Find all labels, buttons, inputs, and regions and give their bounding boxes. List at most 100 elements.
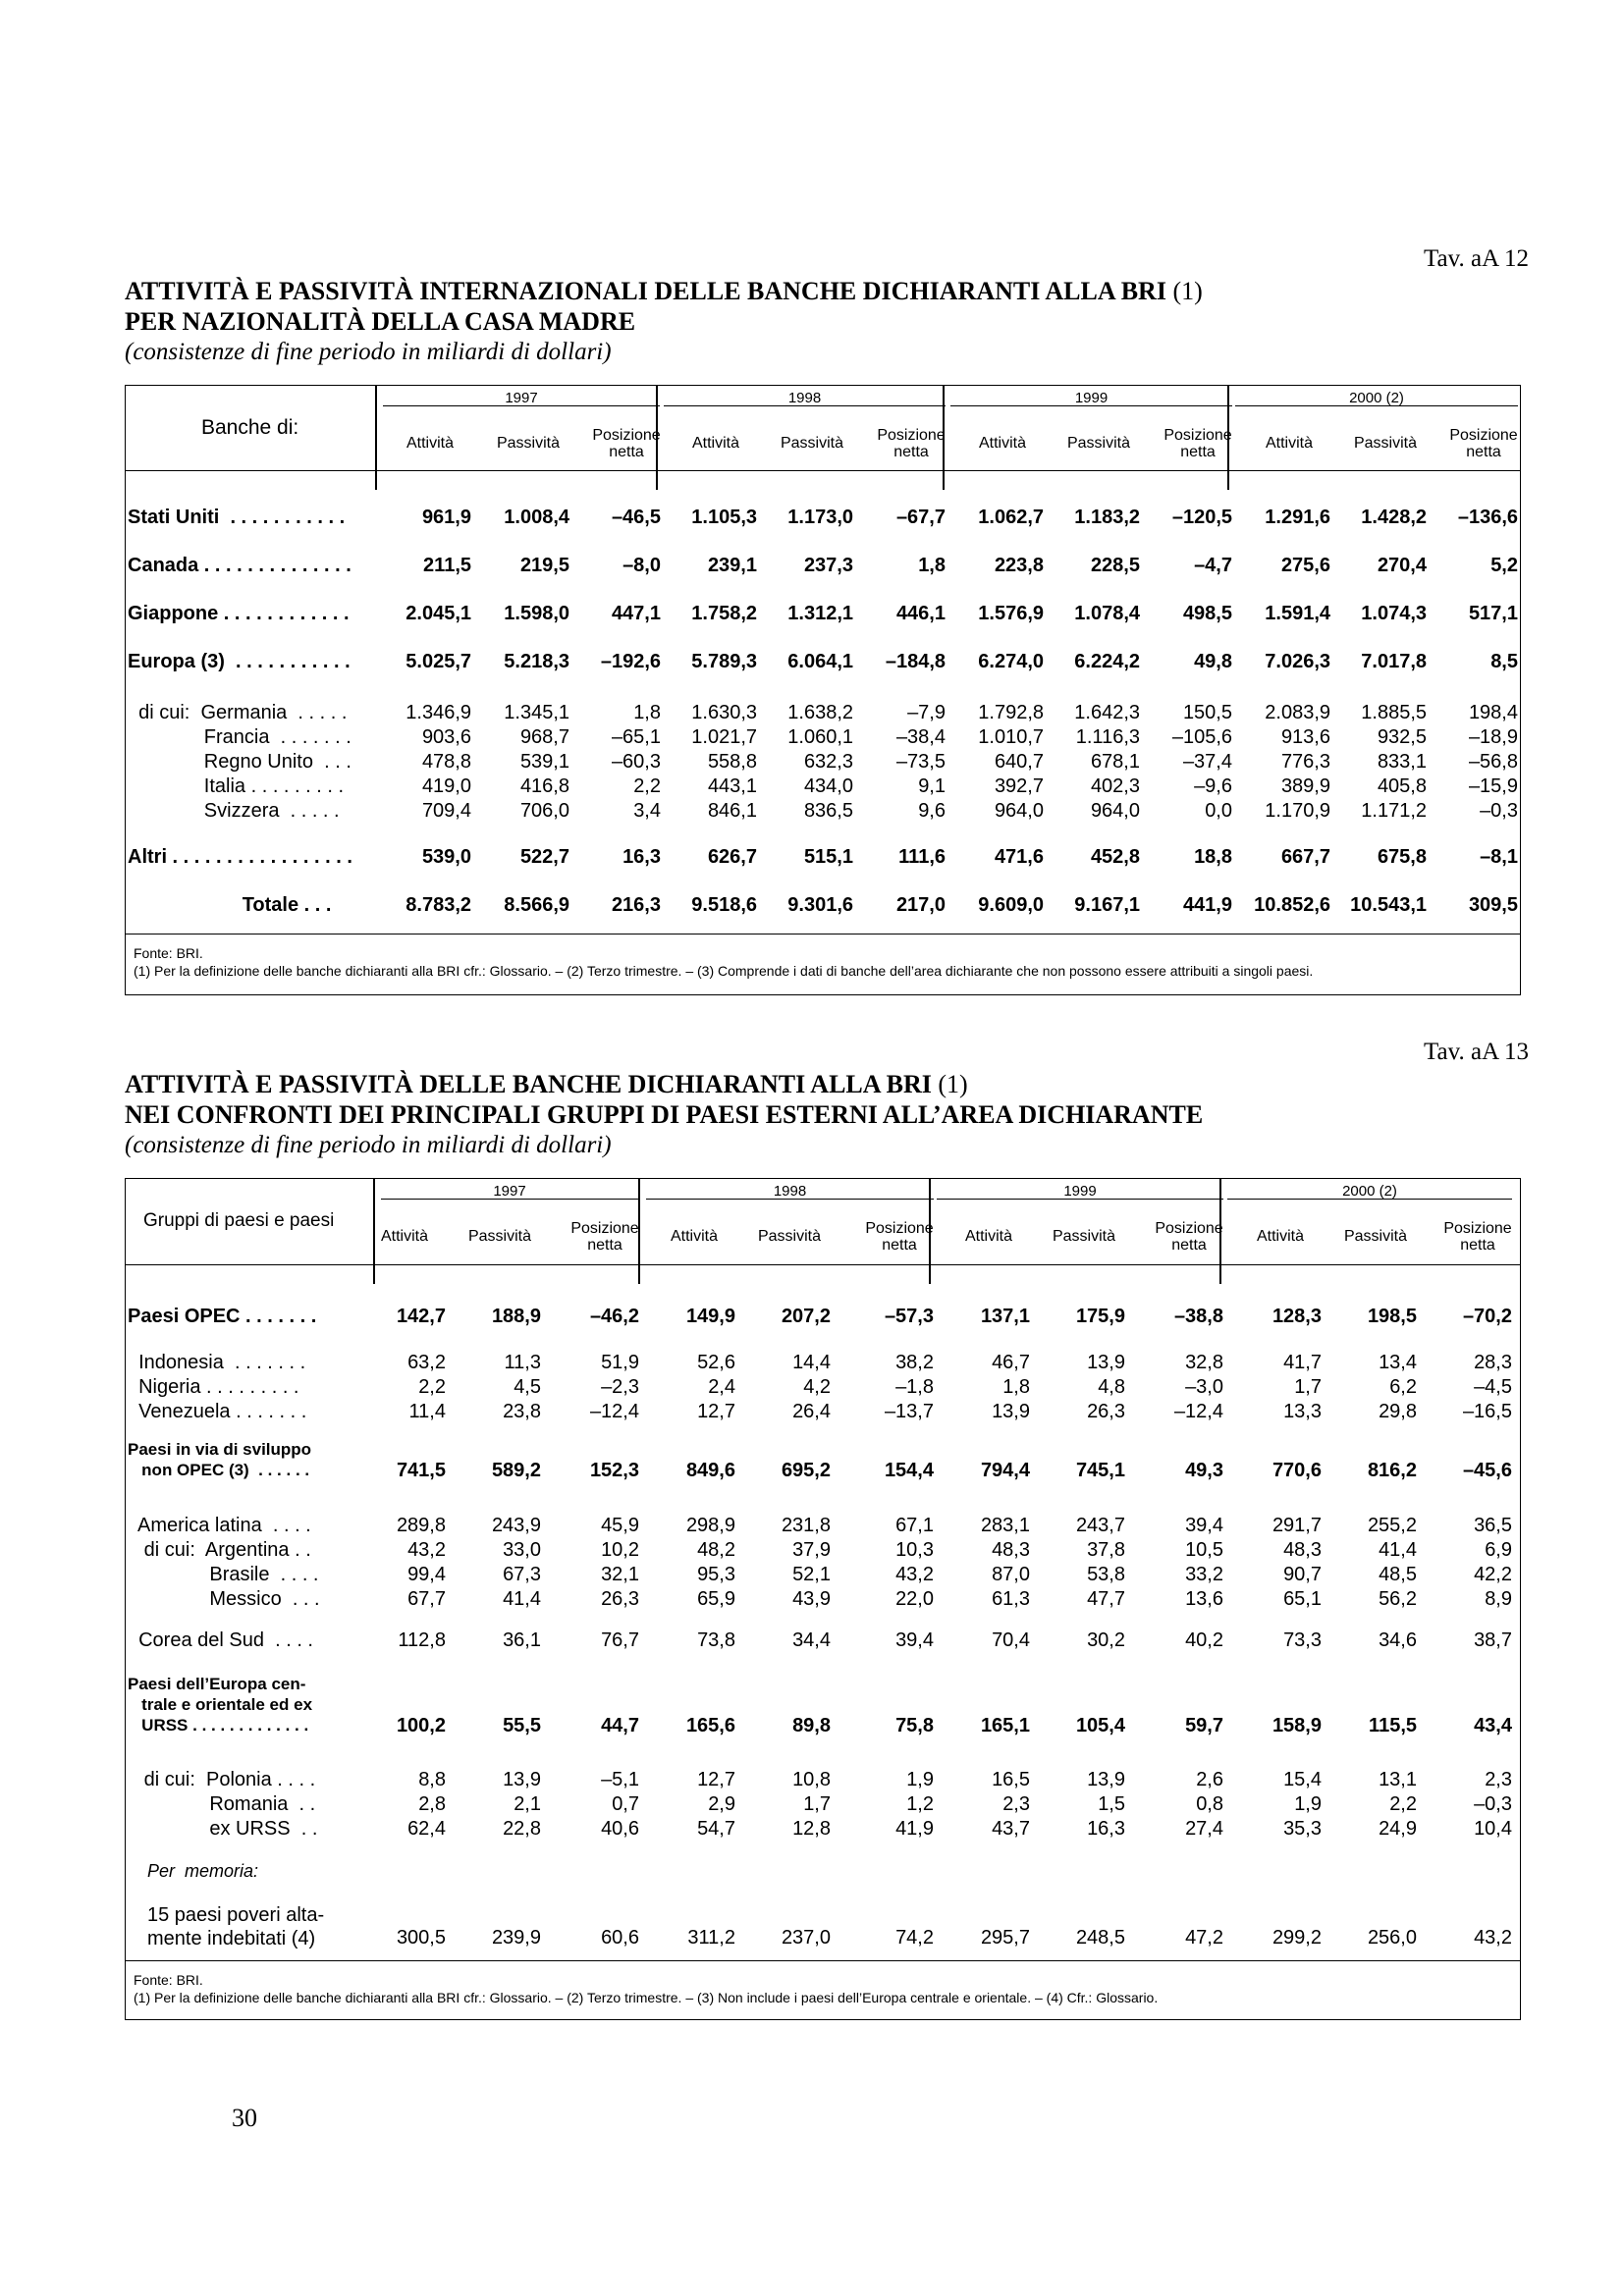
cell-value: –60,3 bbox=[611, 751, 661, 773]
row-label: 15 paesi poveri alta- mente indebitati (… bbox=[147, 1904, 325, 1949]
column-divider bbox=[1219, 1179, 1221, 1284]
cell-value: 846,1 bbox=[707, 800, 757, 822]
cell-value: 16,5 bbox=[992, 1769, 1030, 1790]
cell-value: 63,2 bbox=[407, 1352, 446, 1373]
cell-value: 640,7 bbox=[994, 751, 1044, 773]
column-divider bbox=[943, 386, 945, 490]
table-aA13: 1997 1998 1999 2000 (2) Attività Passività Pos… bbox=[125, 1178, 1521, 2020]
year-header: 2000 (2) bbox=[1227, 1184, 1512, 1200]
table-header: 1997 1998 1999 2000 (2) Attività Passività Pos… bbox=[126, 1179, 1520, 1265]
cell-value: 243,7 bbox=[1075, 1515, 1125, 1536]
row-label: Francia . . . . . . . bbox=[128, 726, 352, 748]
cell-value: –70,2 bbox=[1462, 1306, 1512, 1327]
cell-value: 589,2 bbox=[491, 1460, 541, 1481]
cell-value: 270,4 bbox=[1377, 555, 1427, 576]
cell-value: 1.078,4 bbox=[1074, 603, 1140, 624]
cell-value: 964,0 bbox=[994, 800, 1044, 822]
cell-value: 678,1 bbox=[1090, 751, 1140, 773]
cell-value: 47,2 bbox=[1185, 1927, 1223, 1949]
column-header: Passività bbox=[1066, 435, 1131, 452]
year-header: 1998 bbox=[664, 391, 946, 406]
column-header: Attività bbox=[670, 1228, 718, 1245]
cell-value: 295,7 bbox=[980, 1927, 1030, 1949]
cell-value: 2,2 bbox=[418, 1376, 446, 1398]
cell-value: –8,0 bbox=[622, 555, 661, 576]
table-source: Fonte: BRI. bbox=[134, 1972, 203, 1988]
page-number: 30 bbox=[232, 2104, 257, 2132]
cell-value: 6,2 bbox=[1389, 1376, 1417, 1398]
cell-value: 10,8 bbox=[792, 1769, 831, 1790]
cell-value: 28,3 bbox=[1474, 1352, 1512, 1373]
cell-value: 2,1 bbox=[514, 1793, 541, 1815]
cell-value: 5.025,7 bbox=[406, 651, 471, 672]
column-header: Posizione netta bbox=[570, 1220, 639, 1254]
cell-value: 49,8 bbox=[1194, 651, 1232, 672]
row-label: Paesi OPEC . . . . . . . bbox=[128, 1306, 317, 1327]
cell-value: 9.609,0 bbox=[978, 894, 1044, 916]
cell-value: 237,0 bbox=[781, 1927, 831, 1949]
cell-value: –9,6 bbox=[1194, 775, 1232, 797]
cell-value: 816,2 bbox=[1367, 1460, 1417, 1481]
cell-value: 1,8 bbox=[918, 555, 946, 576]
cell-value: 0,7 bbox=[612, 1793, 639, 1815]
cell-value: 6.064,1 bbox=[787, 651, 853, 672]
cell-value: 16,3 bbox=[622, 846, 661, 868]
column-header: Posizione netta bbox=[865, 1220, 934, 1254]
table-notes: (1) Per la definizione delle banche dich… bbox=[134, 963, 1314, 979]
cell-value: 41,7 bbox=[1283, 1352, 1322, 1373]
cell-value: 675,8 bbox=[1377, 846, 1427, 868]
year-header: 1997 bbox=[383, 391, 660, 406]
cell-value: 219,5 bbox=[519, 555, 569, 576]
cell-value: –120,5 bbox=[1171, 507, 1232, 528]
cell-value: –38,8 bbox=[1173, 1306, 1223, 1327]
cell-value: 44,7 bbox=[601, 1715, 639, 1736]
cell-value: 1.074,3 bbox=[1361, 603, 1427, 624]
cell-value: 61,3 bbox=[992, 1588, 1030, 1610]
cell-value: 1.171,2 bbox=[1361, 800, 1427, 822]
cell-value: 211,5 bbox=[423, 555, 471, 576]
cell-value: 695,2 bbox=[781, 1460, 831, 1481]
cell-value: 309,5 bbox=[1468, 894, 1518, 916]
memo-label: Per memoria: bbox=[147, 1861, 259, 1881]
cell-value: 12,7 bbox=[697, 1769, 735, 1790]
cell-value: 275,6 bbox=[1280, 555, 1330, 576]
cell-value: 968,7 bbox=[519, 726, 569, 748]
cell-value: –8,1 bbox=[1480, 846, 1518, 868]
cell-value: 36,1 bbox=[503, 1629, 541, 1651]
cell-value: 33,0 bbox=[503, 1539, 541, 1561]
cell-value: 43,2 bbox=[895, 1564, 934, 1585]
table-title: ATTIVITÀ E PASSIVITÀ DELLE BANCHE DICHIA… bbox=[125, 1069, 1519, 1160]
cell-value: 62,4 bbox=[407, 1818, 446, 1840]
cell-value: 447,1 bbox=[611, 603, 661, 624]
cell-value: 73,8 bbox=[697, 1629, 735, 1651]
cell-value: 626,7 bbox=[707, 846, 757, 868]
cell-value: 49,3 bbox=[1185, 1460, 1223, 1481]
table-number: Tav. aA 13 bbox=[1423, 1039, 1529, 1065]
cell-value: 6.274,0 bbox=[978, 651, 1044, 672]
cell-value: –12,4 bbox=[1173, 1401, 1223, 1422]
cell-value: 1,5 bbox=[1098, 1793, 1125, 1815]
cell-value: 1.885,5 bbox=[1361, 702, 1427, 723]
cell-value: 478,8 bbox=[421, 751, 471, 773]
cell-value: –16,5 bbox=[1462, 1401, 1512, 1422]
year-header: 2000 (2) bbox=[1235, 391, 1518, 406]
cell-value: 300,5 bbox=[396, 1927, 446, 1949]
column-divider bbox=[375, 386, 377, 490]
cell-value: 405,8 bbox=[1377, 775, 1427, 797]
cell-value: 558,8 bbox=[707, 751, 757, 773]
cell-value: 239,1 bbox=[707, 555, 757, 576]
row-label: Romania . . bbox=[128, 1793, 316, 1815]
row-label: ex URSS . . bbox=[128, 1818, 318, 1840]
cell-value: 188,9 bbox=[491, 1306, 541, 1327]
cell-value: 1.170,9 bbox=[1265, 800, 1330, 822]
cell-value: 165,1 bbox=[980, 1715, 1030, 1736]
cell-value: 515,1 bbox=[803, 846, 853, 868]
cell-value: 7.026,3 bbox=[1265, 651, 1330, 672]
column-header: Posizione netta bbox=[1449, 427, 1518, 460]
row-label: America latina . . . . bbox=[128, 1515, 311, 1536]
cell-value: 446,1 bbox=[895, 603, 946, 624]
cell-value: 154,4 bbox=[884, 1460, 934, 1481]
cell-value: 1,9 bbox=[906, 1769, 934, 1790]
cell-value: 165,6 bbox=[685, 1715, 735, 1736]
column-header: Passività bbox=[757, 1228, 822, 1245]
